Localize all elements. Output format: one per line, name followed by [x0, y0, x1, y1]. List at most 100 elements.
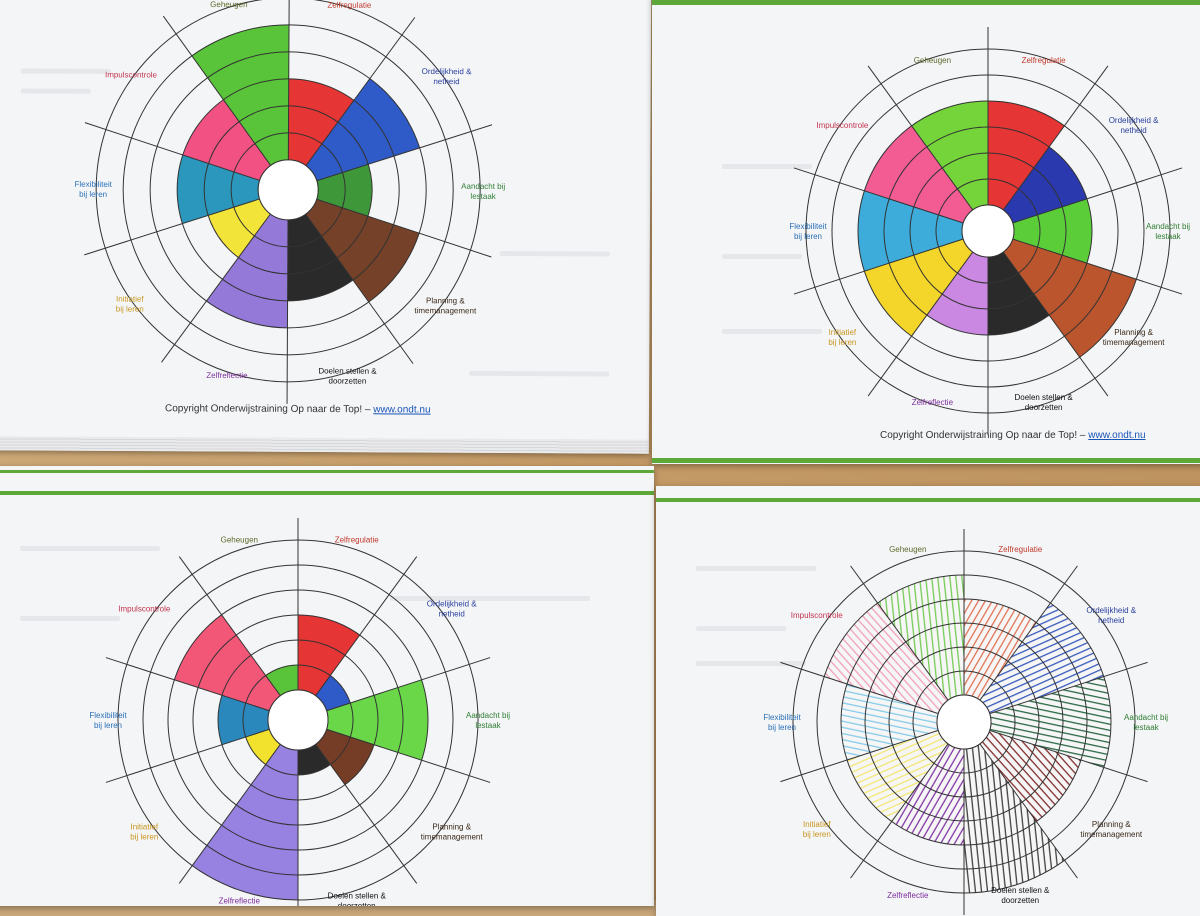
wheel-spoke — [979, 743, 1078, 879]
copyright-link[interactable]: www.ondt.nu — [1088, 430, 1146, 441]
wheel-spoke — [105, 728, 270, 783]
label-initiatief: Initiatief bij leren — [130, 823, 159, 842]
label-aandacht: Aandacht bij lestaak — [1146, 222, 1190, 241]
segment-flexibiliteit — [218, 695, 270, 745]
label-planning: Planning & timemanagement — [1080, 820, 1143, 839]
label-zelfregulatie: Zelfregulatie — [335, 535, 380, 544]
label-zelfregulatie: Zelfregulatie — [1022, 56, 1067, 65]
worksheet-bottom-right: Zelfregulatie Ordelijkheid & netheid Aandac… — [656, 486, 1200, 916]
label-zelfregulatie: Zelfregulatie — [998, 545, 1043, 554]
segment-doelen — [964, 743, 1065, 893]
wheel-spoke — [326, 728, 491, 783]
wheel-spoke — [326, 657, 491, 712]
segment-aandacht — [326, 679, 428, 761]
label-ordelijkheid: Ordelijkheid & netheid — [422, 67, 473, 86]
segment-zelfreflectie — [926, 252, 988, 335]
copyright-link[interactable]: www.ondt.nu — [373, 404, 431, 416]
segment-doelen — [287, 214, 353, 301]
label-doelen: Doelen stellen &doorzetten — [318, 366, 377, 385]
segment-planning — [979, 730, 1081, 822]
label-impulscontrole: Impulscontrole — [105, 70, 158, 79]
faded-text — [20, 616, 120, 621]
label-aandacht: Aandacht bij lestaak — [461, 182, 505, 201]
segment-impulscontrole — [824, 603, 949, 714]
segment-initiatief — [864, 239, 973, 337]
label-doelen: Doelen stellen &doorzetten — [991, 886, 1050, 905]
green-header-bar — [0, 491, 654, 495]
segment-flexibiliteit — [177, 154, 260, 224]
wheel-spoke — [1002, 251, 1109, 397]
faded-text — [696, 566, 816, 571]
wheel-spoke — [793, 238, 964, 295]
faded-text — [20, 546, 160, 551]
wheel-spoke — [162, 15, 272, 166]
wheel-spoke — [316, 198, 492, 258]
wheel-spoke — [850, 743, 949, 879]
segment-impulscontrole — [864, 125, 973, 223]
copyright-line: Copyright Onderwijstraining Op naar de T… — [165, 403, 431, 415]
wheel-center — [267, 689, 329, 751]
wheel-center — [257, 159, 319, 221]
label-ordelijkheid: Ordelijkheid & netheid — [1109, 116, 1159, 135]
wheel-spoke — [105, 657, 270, 712]
wheel-spoke — [315, 743, 418, 884]
segment-zelfreflectie — [192, 744, 298, 900]
faded-text — [722, 329, 822, 334]
wheel-spoke — [178, 556, 281, 697]
label-doelen: Doelen stellen &doorzetten — [1014, 393, 1073, 412]
wheel-spoke — [316, 124, 493, 182]
wheel-spoke — [84, 198, 260, 256]
label-doelen: Doelen stellen &doorzetten — [328, 892, 387, 906]
copyright-text: Copyright Onderwijstraining Op naar de T… — [880, 430, 1089, 441]
label-initiatief: Initiatief bij leren — [116, 295, 145, 314]
label-geheugen: Geheugen — [914, 56, 951, 65]
label-initiatief: Initiatief bij leren — [803, 820, 832, 839]
label-planning: Planning & timemanagement — [421, 823, 484, 842]
wheel-spoke — [793, 167, 964, 224]
label-flexibiliteit: Flexibiliteit bij leren — [89, 711, 127, 730]
segment-planning — [305, 199, 420, 302]
wheel-spoke — [287, 0, 290, 160]
wheel-spoke — [989, 661, 1148, 715]
label-zelfreflectie: Zelfreflectie — [219, 897, 261, 906]
wheel-spoke — [178, 743, 281, 884]
wheel-spoke — [1002, 65, 1109, 211]
wheel-spoke — [979, 565, 1078, 701]
green-footer-bar — [652, 458, 1200, 463]
wheel-spoke — [1012, 238, 1183, 295]
wheel-spoke — [84, 122, 260, 181]
segment-initiatief — [208, 198, 271, 258]
copyright-text: Copyright Onderwijstraining Op naar de T… — [164, 403, 374, 416]
competence-wheel-bottom-right: Zelfregulatie Ordelijkheid & netheid Aandac… — [763, 529, 1168, 915]
label-planning: Planning & timemanagement — [414, 296, 477, 315]
label-geheugen: Geheugen — [221, 535, 258, 544]
label-impulscontrole: Impulscontrole — [816, 121, 869, 130]
segment-doelen — [988, 252, 1050, 335]
wheel-center — [936, 694, 992, 750]
wheel-spoke — [780, 661, 939, 715]
wheel-spoke — [850, 565, 949, 701]
wheel-spoke — [305, 213, 414, 364]
wheel-spoke — [780, 729, 939, 783]
segment-flexibiliteit — [841, 683, 939, 761]
label-impulscontrole: Impulscontrole — [118, 604, 171, 613]
label-flexibiliteit: Flexibiliteit bij leren — [789, 222, 827, 241]
segment-impulscontrole — [174, 614, 281, 711]
wheel-spoke — [1012, 167, 1183, 224]
wheel-center — [961, 204, 1015, 258]
label-impulscontrole: Impulscontrole — [791, 611, 844, 620]
segment-flexibiliteit — [858, 190, 964, 272]
green-header-bar — [652, 0, 1200, 5]
wheel-spoke — [989, 729, 1148, 783]
label-initiatief: Initiatief bij leren — [828, 328, 857, 347]
worksheet-top-left: Zelfregulatie Ordelijkheid & netheid Aandac… — [0, 0, 652, 454]
faded-text — [696, 661, 806, 666]
competence-wheel-top-left: Zelfregulatie Ordelijkheid & netheid Aandac… — [74, 0, 505, 404]
competence-wheel-bottom-left: Zelfregulatie Ordelijkheid & netheid Aandac… — [89, 518, 510, 906]
segment-aandacht — [989, 676, 1111, 768]
label-aandacht: Aandacht bij lestaak — [1124, 713, 1168, 732]
label-geheugen: Geheugen — [889, 545, 926, 554]
wheel-spoke — [867, 251, 974, 397]
wheel-spoke — [867, 65, 974, 211]
segment-ordelijkheid — [305, 78, 420, 181]
